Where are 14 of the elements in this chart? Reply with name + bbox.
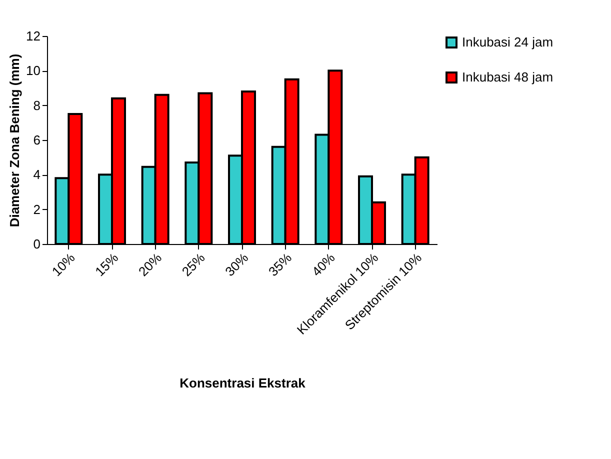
y-tick-label: 12 [26, 28, 40, 44]
y-tick-label: 6 [33, 132, 40, 148]
y-tick-label: 4 [33, 167, 40, 182]
y-tick-label: 0 [33, 236, 40, 252]
y-tick-label: 8 [33, 98, 40, 113]
legend-label: Inkubasi 48 jam [462, 70, 554, 84]
legend-label: Inkubasi 24 jam [462, 34, 554, 50]
x-tick-label: 40% [308, 250, 338, 280]
y-tick-label: 2 [33, 202, 40, 217]
y-axis-title: Diameter Zona Bening (mm) [7, 54, 22, 228]
x-tick-label: 35% [266, 250, 295, 280]
x-axis-title: Konsentrasi Ekstrak [180, 375, 306, 390]
x-tick-label: 30% [222, 250, 252, 280]
y-tick-label: 10 [26, 63, 40, 78]
